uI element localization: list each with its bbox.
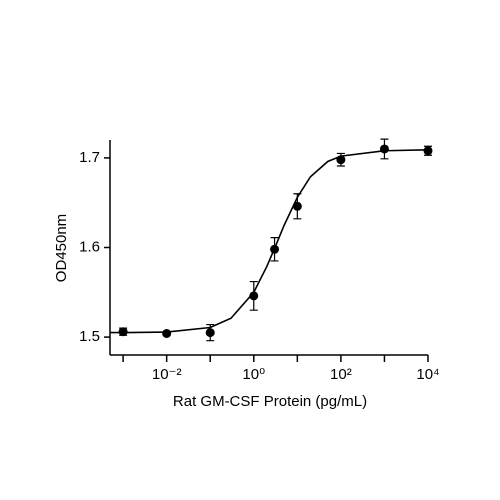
data-point [336,155,346,165]
x-tick-label: 10⁻² [152,366,182,383]
y-axis-label: OD450nm [53,214,70,282]
data-point [292,201,302,211]
data-point [205,328,215,338]
y-tick-label: 1.6 [79,238,100,255]
data-point [118,327,128,337]
y-tick-label: 1.7 [79,149,100,166]
data-point [249,291,259,301]
data-point [162,329,172,338]
x-tick-label: 10⁰ [242,366,265,383]
data-point [379,144,389,154]
data-point [423,146,433,156]
y-tick-label: 1.5 [79,328,100,345]
x-axis-label: Rat GM-CSF Protein (pg/mL) [173,393,367,410]
data-point [270,244,280,254]
x-tick-label: 10⁴ [416,366,439,383]
x-tick-label: 10² [330,366,352,383]
